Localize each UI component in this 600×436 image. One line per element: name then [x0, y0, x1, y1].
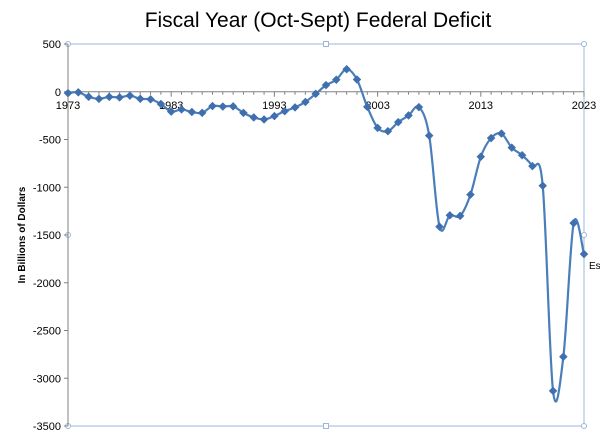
x-tick-label: 2003	[365, 100, 389, 112]
estimate-annotation: Est	[589, 261, 600, 272]
series-line-layer	[67, 68, 586, 403]
data-point	[466, 190, 475, 199]
data-point	[528, 161, 537, 171]
resize-handle	[581, 423, 587, 429]
data-point	[497, 129, 506, 138]
data-point	[249, 113, 259, 122]
resize-handle	[581, 232, 587, 238]
data-point	[115, 93, 124, 102]
y-tick-label: -3000	[33, 373, 61, 385]
data-point	[208, 101, 217, 111]
data-point	[538, 181, 548, 191]
y-axis-label: In Billions of Dollars	[17, 186, 28, 283]
data-point	[569, 218, 579, 228]
data-point	[455, 211, 465, 221]
x-tick-label: 2013	[469, 100, 493, 112]
data-point	[135, 94, 145, 104]
data-point	[125, 91, 135, 101]
data-point	[166, 107, 176, 116]
data-point	[362, 102, 372, 112]
data-point	[435, 222, 444, 232]
data-point	[352, 75, 362, 84]
data-point	[187, 107, 197, 117]
y-tick-label: -2500	[33, 326, 61, 338]
data-point	[218, 102, 228, 111]
data-point	[259, 115, 269, 124]
x-tick-label: 1993	[262, 100, 286, 112]
resize-handle	[581, 41, 587, 47]
axes	[64, 43, 585, 427]
data-point	[414, 102, 424, 112]
resize-handle	[323, 41, 329, 47]
data-point	[280, 106, 290, 116]
data-point	[84, 92, 93, 102]
data-point	[94, 94, 104, 104]
data-point	[517, 150, 527, 160]
tick-labels: 500 0 -500 -1000 -1500 -2000 -2500 -3000 -3500 19…	[33, 39, 596, 433]
y-tick-label: 0	[55, 87, 61, 99]
series-line	[67, 68, 586, 403]
y-tick-label: -1500	[33, 230, 61, 242]
data-point	[373, 123, 382, 133]
data-point	[270, 111, 279, 121]
plot-area-border	[67, 43, 585, 427]
data-point	[342, 64, 351, 74]
data-point	[321, 80, 331, 90]
data-point	[579, 249, 589, 259]
resize-handle	[323, 423, 329, 429]
data-point	[104, 92, 114, 102]
data-point	[507, 143, 517, 152]
data-point	[301, 97, 310, 107]
y-tick-label: -2000	[33, 278, 61, 290]
y-tick-label: -1000	[33, 182, 61, 194]
data-point	[393, 117, 403, 127]
data-point	[486, 133, 496, 143]
data-point	[311, 89, 321, 99]
data-point	[73, 87, 83, 97]
data-point	[63, 88, 73, 98]
chart-title: Fiscal Year (Oct-Sept) Federal Deficit	[145, 9, 492, 32]
data-point	[156, 99, 166, 109]
x-tick-label: 2023	[572, 100, 596, 112]
data-point	[239, 108, 248, 118]
data-point	[177, 105, 186, 114]
data-point	[146, 94, 155, 104]
y-tick-label: 500	[43, 39, 61, 51]
y-tick-label: -500	[39, 135, 61, 147]
data-point	[197, 108, 207, 118]
y-tick-label: -3500	[33, 421, 61, 433]
data-point	[476, 152, 486, 162]
x-tick-label: 1973	[56, 100, 80, 112]
data-point	[559, 352, 568, 362]
data-point	[445, 210, 455, 220]
annotations: Est	[589, 261, 600, 272]
data-point	[383, 126, 393, 136]
data-points	[63, 64, 589, 396]
data-point	[331, 75, 341, 85]
data-point	[404, 111, 413, 120]
data-point	[290, 103, 300, 112]
data-point	[424, 131, 434, 140]
data-point	[228, 102, 238, 111]
data-point	[548, 386, 558, 396]
